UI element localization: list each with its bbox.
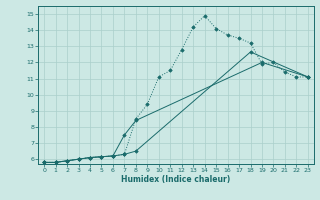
X-axis label: Humidex (Indice chaleur): Humidex (Indice chaleur) (121, 175, 231, 184)
